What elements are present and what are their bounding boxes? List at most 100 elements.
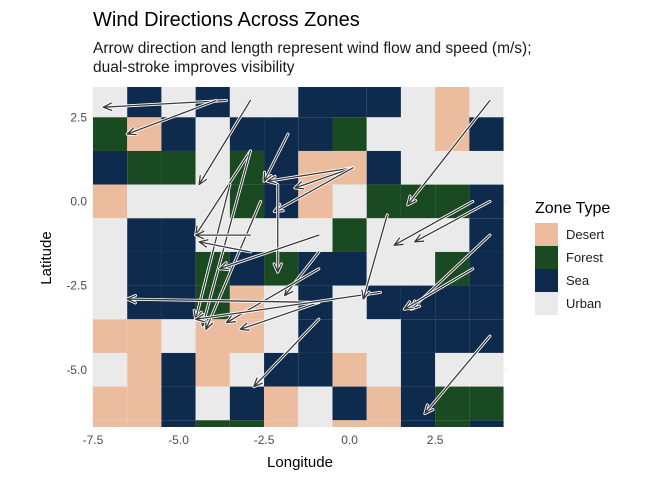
zone-tile-forest <box>229 420 265 427</box>
wind-arrow-line <box>263 133 289 182</box>
zone-tile-sea <box>366 285 401 320</box>
zone-tile-urban <box>400 150 436 185</box>
wind-arrow <box>265 166 355 186</box>
wind-arrow <box>406 98 492 207</box>
y-tick-label: -5.0 <box>66 363 87 377</box>
zone-tile-sea <box>332 386 367 421</box>
wind-arrow <box>194 229 252 241</box>
chart-title: Wind Directions Across Zones <box>93 9 360 31</box>
wind-arrow <box>402 267 475 311</box>
zone-tile-sea <box>298 352 333 387</box>
zone-tile-sea <box>127 87 162 118</box>
zone-tile-desert <box>93 319 128 353</box>
zone-tile-sea <box>161 285 196 320</box>
wind-arrow-line <box>126 294 320 304</box>
zone-tile-urban <box>298 420 333 427</box>
wind-arrow-line <box>102 99 228 112</box>
zone-tile-urban <box>332 319 367 353</box>
zone-tile-urban <box>264 87 299 118</box>
wind-arrow <box>293 166 355 191</box>
zone-tile-sea <box>469 420 504 427</box>
zone-tile-urban <box>127 184 162 219</box>
zone-tile-urban <box>366 352 401 387</box>
zone-tile-urban <box>366 319 401 353</box>
zone-tile-urban <box>161 319 196 353</box>
zone-tile-desert <box>195 352 230 387</box>
zone-tile-urban <box>435 150 470 185</box>
zone-tile-desert <box>298 150 333 185</box>
zone-tile-desert <box>366 386 401 421</box>
zone-tile-sea <box>435 285 470 320</box>
zone-tile-urban <box>332 184 367 219</box>
zone-tile-urban <box>93 285 128 320</box>
zone-tile-sea <box>161 251 196 286</box>
zone-tile-forest <box>229 184 265 219</box>
wind-arrow-line <box>126 99 217 136</box>
wind-arrow-line <box>273 183 283 273</box>
wind-arrow-line <box>266 167 354 185</box>
y-tick-label: 0.0 <box>70 194 87 208</box>
zone-tile-urban <box>469 87 504 118</box>
wind-arrow <box>283 250 321 298</box>
zone-tile-sea <box>469 285 504 320</box>
zone-tile-sea <box>400 386 436 421</box>
zone-tile-desert <box>93 420 128 427</box>
wind-arrow-line <box>198 99 252 186</box>
zone-tile-forest <box>435 420 470 427</box>
zone-tile-urban <box>195 117 230 151</box>
zone-tile-desert <box>127 352 162 387</box>
zone-tile-urban <box>93 352 128 387</box>
wind-arrow <box>413 199 492 244</box>
zone-tile-sea <box>161 218 196 252</box>
zone-tile-forest <box>93 117 128 151</box>
zone-tile-desert <box>264 420 299 427</box>
wind-arrow-line <box>403 268 474 310</box>
wind-arrow <box>197 98 252 187</box>
zone-tile-desert <box>93 184 128 219</box>
x-tick-label: -2.5 <box>254 433 275 447</box>
zone-tile-urban <box>400 117 436 151</box>
wind-arrow-line <box>194 230 252 240</box>
zone-tile-urban <box>469 150 504 185</box>
wind-arrow <box>252 317 321 389</box>
zone-tile-urban <box>93 251 128 286</box>
legend-item-forest: Forest <box>535 246 603 269</box>
wind-arrow-line <box>253 318 320 388</box>
zone-tile-desert <box>366 420 401 427</box>
wind-arrow <box>360 213 389 301</box>
wind-arrow <box>194 290 382 324</box>
zone-tile-sea <box>298 117 333 151</box>
legend-item-sea: Sea <box>535 269 590 292</box>
wind-arrow-line <box>283 251 320 297</box>
zone-tile-urban <box>435 218 470 252</box>
zone-tile-sea <box>435 319 470 353</box>
legend: Zone Type Desert Forest Sea Urban <box>535 200 610 315</box>
zone-tile-forest <box>332 117 367 151</box>
zone-tile-sea <box>332 87 367 118</box>
zone-tiles <box>93 87 504 427</box>
legend-label: Urban <box>566 296 601 311</box>
zone-tile-urban <box>366 117 401 151</box>
wind-arrow <box>125 98 218 137</box>
x-tick-label: 0.0 <box>341 433 358 447</box>
wind-arrow-line <box>198 239 252 253</box>
y-axis-ticks: 2.5 0.0 -2.5 -5.0 <box>66 110 87 376</box>
zone-tile-forest <box>264 251 299 286</box>
x-tick-label: -5.0 <box>168 433 189 447</box>
x-axis-ticks: -7.5 -5.0 -2.5 0.0 2.5 <box>83 433 444 447</box>
legend-item-desert: Desert <box>535 223 605 246</box>
zone-tile-sea <box>161 352 196 387</box>
zone-tile-desert <box>127 319 162 353</box>
legend-title: Zone Type <box>535 200 610 217</box>
wind-arrow <box>197 238 252 254</box>
zone-tile-sea <box>161 117 196 151</box>
wind-arrow-line <box>393 200 474 246</box>
wind-arrow-line <box>413 200 491 243</box>
legend-label: Forest <box>566 250 603 265</box>
wind-arrow-line <box>239 301 320 331</box>
legend-label: Desert <box>566 227 605 242</box>
zone-tile-urban <box>469 352 504 387</box>
legend-swatch <box>535 292 558 315</box>
zone-tile-forest <box>161 150 196 185</box>
